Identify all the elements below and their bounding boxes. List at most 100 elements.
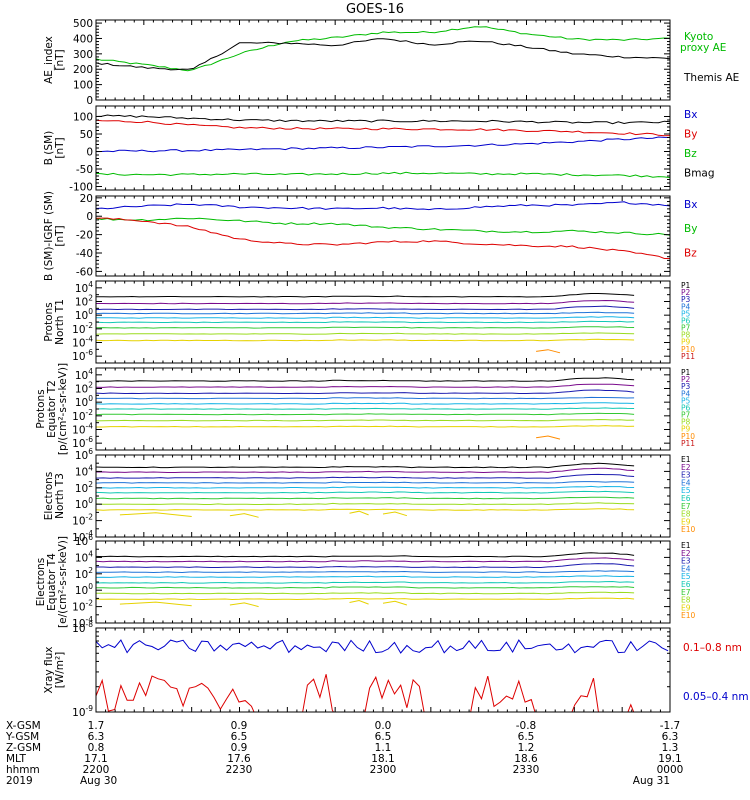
ephemeris-value: 19.1 (658, 753, 681, 765)
plot-area-6 (96, 462, 635, 518)
exponent: -4 (86, 615, 94, 624)
y-axis-label-7: Equator T4 (46, 553, 58, 611)
exponent: -2 (86, 513, 94, 522)
legend-entry: By (684, 129, 697, 141)
channel-line-p7 (96, 326, 635, 329)
ephemeris-label: Y-GSM (5, 731, 39, 743)
channel-label-p10: P10 (681, 345, 695, 354)
series-line-xray-short (96, 639, 669, 654)
ephemeris-value: 1.2 (518, 742, 535, 754)
ephemeris-value: Aug 30 (80, 775, 117, 787)
legend-entry: Bx (684, 109, 697, 121)
y-tick-label: -100 (69, 182, 93, 194)
legend-entry: proxy AE (680, 42, 726, 54)
legend-entry: Bmag (684, 168, 715, 180)
channel-line-p6 (96, 320, 635, 324)
ephemeris-value: 17.1 (84, 753, 107, 765)
channel-line-p4 (96, 396, 635, 400)
y-axis-label-5: Equator T2 (46, 380, 58, 438)
y-tick-label: -50 (76, 164, 93, 176)
plot-area-5 (96, 377, 635, 440)
exponent: -6 (86, 348, 94, 357)
channel-line-p5 (96, 316, 635, 319)
channel-label-p6: P6 (681, 316, 691, 325)
exponent: 4 (88, 463, 93, 472)
channel-label-p8: P8 (681, 418, 691, 427)
panel-7: 10-410-2100102104106E1E2E3E4E5E6E7E8E9E1… (35, 533, 696, 630)
exponent: -4 (86, 529, 94, 538)
channel-label-e5: E5 (681, 572, 691, 581)
exponent: -2 (86, 408, 94, 417)
channel-line-p9 (96, 425, 635, 428)
y-axis-label-4: North T1 (54, 299, 66, 345)
ephemeris-value: 2200 (83, 764, 110, 776)
channel-fragment-e9 (119, 601, 192, 607)
channel-line-e9 (96, 508, 635, 511)
legend-entry: Themis AE (683, 72, 739, 84)
y-axis-label-4: Protons (43, 302, 55, 341)
channel-label-p11: P11 (681, 352, 695, 361)
legend-entry: 0.1–0.8 nm (683, 642, 742, 654)
channel-line-e4 (96, 481, 635, 484)
channel-label-e6: E6 (681, 580, 691, 589)
panel-3: -60 -40 -20 0 20 Bx By Bz B (SM)-IGRF (SM) [nT] (43, 191, 697, 281)
legend-entry: By (684, 223, 697, 235)
ephemeris-value: 17.6 (227, 753, 251, 765)
channel-line-e3 (96, 563, 635, 569)
y-tick-label: 102 (75, 480, 93, 495)
ephemeris-value: 6.3 (662, 731, 679, 743)
channel-label-e3: E3 (681, 557, 691, 566)
channel-fragment-e9 (119, 512, 192, 517)
plot-area-8 (96, 639, 669, 712)
channel-label-e7: E7 (681, 502, 691, 511)
legend-entry: Bx (684, 199, 697, 211)
channel-line-p8 (96, 332, 635, 335)
ephemeris-label: MLT (6, 753, 26, 765)
channel-line-e1 (96, 462, 635, 469)
channel-fragment-e9 (349, 510, 369, 516)
ephemeris-value: 1.1 (375, 742, 392, 754)
y-axis-label-3: B (SM)-IGRF (SM) (43, 191, 55, 281)
exponent: 0 (88, 307, 93, 316)
y-axis-label-8: Xray flux (43, 647, 55, 694)
ephemeris-value: 0000 (657, 764, 684, 776)
channel-label-e3: E3 (681, 471, 691, 480)
channel-label-e4: E4 (681, 564, 691, 573)
channel-label-p3: P3 (681, 382, 691, 391)
channel-line-e6 (96, 490, 635, 494)
channel-label-e1: E1 (681, 541, 691, 550)
y-tick-label: 20 (80, 193, 93, 205)
y-axis-label-5: Protons (35, 389, 47, 428)
channel-label-p2: P2 (681, 288, 691, 297)
ephemeris-value: 6.3 (88, 731, 105, 743)
series-line-bmag (96, 114, 670, 125)
channel-line-p3 (96, 305, 635, 311)
panel-2: -100 -50 0 50 100 Bx By Bz Bmag B (SM) [nT] (43, 105, 715, 194)
channel-fragment-p10 (536, 349, 561, 354)
ephemeris-value: 1.3 (662, 742, 679, 754)
channel-label-p6: P6 (681, 403, 691, 412)
y-tick-label: 0 (86, 147, 93, 159)
channel-label-p7: P7 (681, 324, 691, 333)
channel-line-p9 (96, 338, 635, 342)
y-tick-label: 200 (73, 64, 93, 76)
exponent: 2 (88, 566, 93, 575)
series-line-themis-ae (96, 38, 670, 71)
legend-entry: 0.05–0.4 nm (683, 691, 749, 703)
exponent: 4 (88, 280, 93, 289)
ephemeris-value: 0.0 (375, 720, 392, 732)
y-tick-label: 300 (73, 49, 93, 61)
exponent: 2 (88, 480, 93, 489)
series-line-kyoto (96, 26, 670, 72)
exponent: 2 (88, 294, 93, 303)
ephemeris-value: -0.8 (516, 720, 537, 732)
ephemeris-value: 18.1 (371, 753, 394, 765)
exponent: 0 (88, 394, 93, 403)
series-line-bx (96, 136, 670, 153)
y-tick-label: 10-6 (72, 348, 93, 363)
panel-frame-3 (95, 195, 671, 277)
channel-label-p9: P9 (681, 425, 691, 434)
